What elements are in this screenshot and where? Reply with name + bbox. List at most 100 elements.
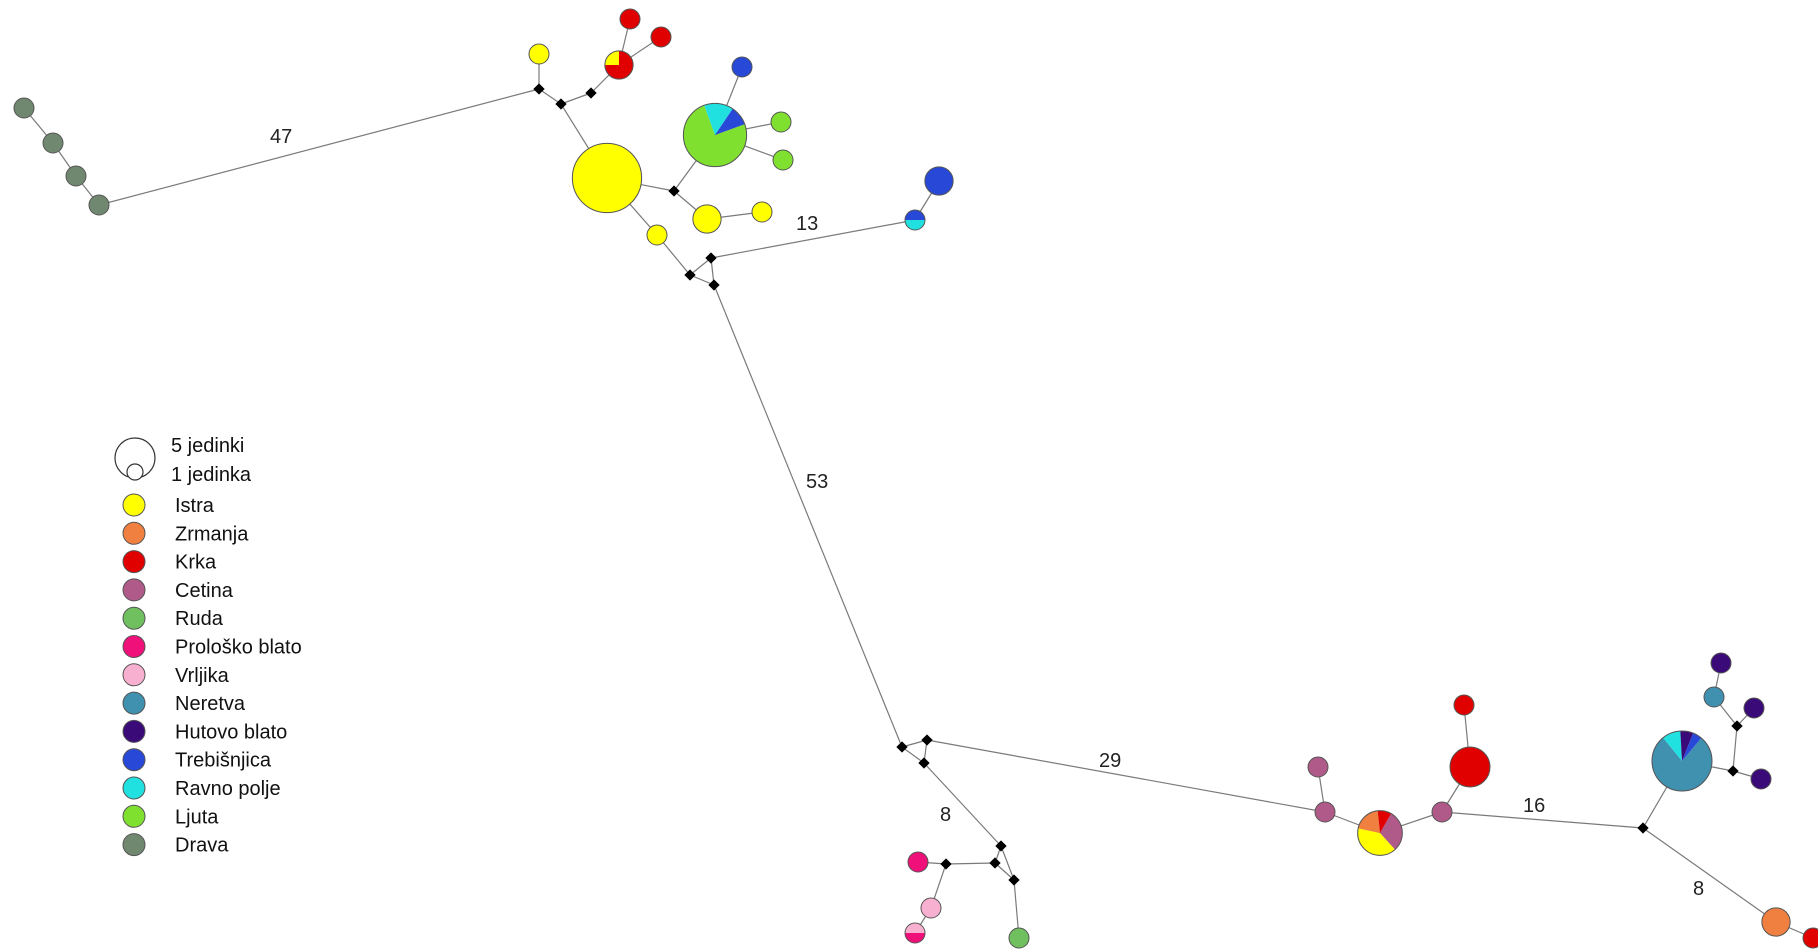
haplotype-node	[604, 50, 634, 80]
pie-slice	[1377, 810, 1392, 833]
haplotype-node	[571, 142, 643, 214]
haplotype-node	[1307, 756, 1329, 778]
network-edge	[1441, 811, 1644, 829]
network-edge	[901, 746, 925, 764]
haplotype-circle	[88, 194, 110, 216]
haplotype-node	[924, 166, 954, 196]
mutation-label: 29	[1099, 750, 1121, 772]
haplotype-circle	[42, 132, 64, 154]
legend-size-label: 5 jedinki	[171, 435, 244, 457]
haplotype-node	[920, 897, 942, 919]
haplotype-node	[1314, 801, 1336, 823]
haplotype-node	[88, 194, 110, 216]
haplotype-outline	[904, 209, 926, 231]
pie-slice	[1380, 813, 1403, 850]
haplotype-circle	[751, 201, 773, 223]
pie-slice	[1680, 731, 1694, 761]
haplotype-nodes	[13, 8, 1818, 949]
median-vector-node	[1637, 822, 1649, 834]
haplotype-node	[1449, 746, 1491, 788]
haplotype-node	[770, 111, 792, 133]
legend-label: Krka	[175, 552, 217, 574]
haplotype-node	[619, 8, 641, 30]
haplotype-circle	[65, 165, 87, 187]
haplotype-circle	[13, 97, 35, 119]
network-edge	[1732, 725, 1738, 772]
network-edge	[994, 862, 1015, 881]
pie-slice	[715, 108, 745, 135]
haplotype-circle	[1743, 697, 1765, 719]
haplotype-node	[682, 102, 748, 168]
legend-label: Ljuta	[175, 806, 219, 828]
median-vector-node	[989, 857, 1001, 869]
haplotype-circle	[1431, 801, 1453, 823]
haplotype-circle	[907, 851, 929, 873]
haplotype-outline	[1651, 730, 1713, 792]
legend-label: Ravno polje	[175, 778, 281, 800]
legend-label: Zrmanja	[175, 523, 249, 545]
haplotype-node	[650, 26, 672, 48]
haplotype-circle	[528, 43, 550, 65]
haplotype-circle	[1761, 907, 1791, 937]
haplotype-circle	[1449, 746, 1491, 788]
haplotype-node	[1743, 697, 1765, 719]
legend-size-label: 1 jedinka	[171, 464, 252, 486]
haplotype-node	[751, 201, 773, 223]
haplotype-circle	[646, 224, 668, 246]
haplotype-circle	[772, 149, 794, 171]
legend-swatch	[122, 804, 146, 828]
pie-slice	[604, 50, 619, 65]
pie-slice	[683, 105, 747, 167]
pie-slice	[1663, 731, 1682, 761]
network-edge	[713, 284, 903, 748]
haplotype-circle	[1008, 927, 1030, 949]
haplotype-circle	[619, 8, 641, 30]
network-edge	[538, 88, 562, 105]
legend: 5 jedinki 1 jedinka Istra Zrmanja Krka Ceti…	[114, 435, 302, 857]
median-vector-node	[896, 741, 908, 753]
legend-label: Neretva	[175, 693, 246, 715]
network-edge	[923, 762, 1002, 847]
haplotype-node	[1357, 810, 1403, 856]
haplotype-circle	[1710, 652, 1732, 674]
haplotype-circle	[1703, 686, 1725, 708]
network-edge	[710, 219, 916, 259]
haplotype-node	[904, 922, 926, 944]
haplotype-node	[731, 56, 753, 78]
mutation-label: 53	[806, 471, 828, 493]
mutation-label: 16	[1523, 795, 1545, 817]
haplotype-node	[1750, 768, 1772, 790]
pie-slice	[1357, 828, 1395, 856]
haplotype-node	[692, 204, 722, 234]
haplotype-outline	[682, 102, 748, 168]
pie-slice	[1358, 810, 1380, 833]
haplotype-circle	[920, 897, 942, 919]
haplotype-node	[42, 132, 64, 154]
haplotype-node	[772, 149, 794, 171]
legend-label: Prološko blato	[175, 637, 302, 659]
pie-slice	[905, 220, 925, 230]
haplotype-outline	[904, 922, 926, 944]
pie-slice	[1682, 733, 1702, 761]
median-vector-node	[708, 279, 720, 291]
legend-swatch	[122, 493, 146, 517]
haplotype-node	[65, 165, 87, 187]
haplotype-node	[1008, 927, 1030, 949]
haplotype-circle	[770, 111, 792, 133]
haplotype-node	[1703, 686, 1725, 708]
legend-swatch	[122, 550, 146, 574]
haplotype-node	[1453, 694, 1475, 716]
legend-swatch	[122, 748, 146, 772]
legend-swatch	[122, 578, 146, 602]
haplotype-circle	[1307, 756, 1329, 778]
legend-swatch	[122, 776, 146, 800]
network-edge	[689, 257, 712, 276]
haplotype-circle	[731, 56, 753, 78]
haplotype-circle	[1453, 694, 1475, 716]
haplotype-node	[528, 43, 550, 65]
haplotype-node	[1651, 730, 1713, 792]
haplotype-node	[646, 224, 668, 246]
median-vector-node	[555, 98, 567, 110]
median-vector-node	[1008, 874, 1020, 886]
